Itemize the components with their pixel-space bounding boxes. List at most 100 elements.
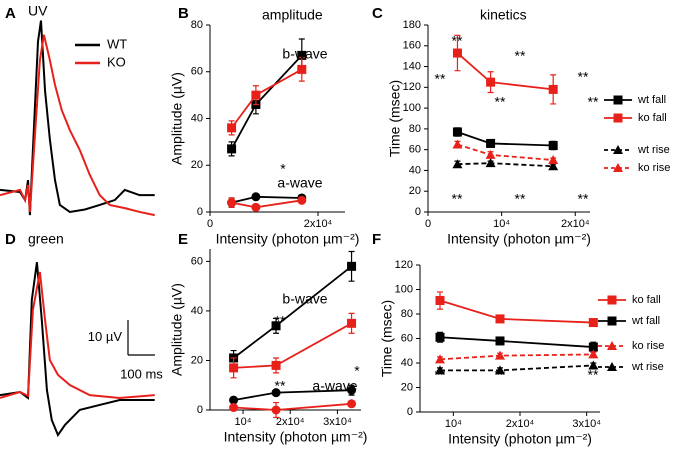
y-tick-label: 100 bbox=[403, 102, 421, 114]
marker bbox=[485, 158, 496, 168]
y-tick-label: 20 bbox=[401, 381, 413, 393]
marker bbox=[229, 395, 239, 405]
series-line bbox=[439, 353, 594, 361]
series-line bbox=[457, 162, 554, 168]
marker bbox=[452, 139, 463, 149]
marker bbox=[588, 342, 598, 352]
legend-label: wt fall bbox=[631, 315, 660, 327]
marker bbox=[588, 318, 598, 328]
y-tick-label: 0 bbox=[197, 404, 203, 416]
legend-label: ko fall bbox=[638, 112, 667, 124]
marker bbox=[452, 127, 462, 137]
legend-label: WT bbox=[107, 36, 127, 51]
y-tick-label: 80 bbox=[409, 123, 421, 135]
x-tick-label: 2x10⁴ bbox=[561, 218, 590, 230]
annotation: * bbox=[354, 363, 360, 379]
x-axis-label: Intensity (photon µm⁻²) bbox=[216, 231, 360, 247]
marker bbox=[271, 321, 281, 331]
marker bbox=[495, 365, 505, 375]
marker bbox=[251, 192, 261, 202]
annotation: ** bbox=[452, 191, 463, 207]
annotation: ** bbox=[588, 94, 599, 110]
marker bbox=[347, 399, 357, 409]
y-tick-label: 60 bbox=[191, 66, 203, 78]
y-tick-label: 0 bbox=[407, 406, 413, 418]
panel-letter: D bbox=[5, 231, 16, 248]
legend-label: KO bbox=[107, 54, 126, 69]
marker bbox=[607, 295, 617, 305]
annotation: ** bbox=[578, 69, 589, 85]
y-tick-label: 60 bbox=[409, 144, 421, 156]
series-line bbox=[440, 364, 594, 372]
marker bbox=[548, 84, 558, 94]
marker bbox=[227, 123, 237, 133]
scale-label: 100 ms bbox=[120, 366, 163, 381]
marker bbox=[607, 341, 617, 350]
marker bbox=[347, 261, 357, 271]
marker bbox=[347, 385, 357, 395]
x-axis-label: Intensity (photon µm⁻²) bbox=[447, 231, 591, 247]
y-tick-label: 40 bbox=[191, 305, 203, 317]
x-tick-label: 2x10⁴ bbox=[276, 416, 305, 428]
y-tick-label: 20 bbox=[409, 185, 421, 197]
y-tick-label: 140 bbox=[403, 60, 421, 72]
y-tick-label: 0 bbox=[415, 206, 421, 218]
legend-label: ko fall bbox=[632, 294, 661, 306]
marker bbox=[548, 161, 559, 171]
marker bbox=[229, 403, 239, 413]
annotation: a-wave bbox=[312, 378, 357, 394]
x-tick-label: 3x10⁴ bbox=[323, 416, 352, 428]
annotation: * bbox=[280, 161, 286, 177]
y-tick-label: 20 bbox=[191, 354, 203, 366]
x-tick-label: 10⁴ bbox=[493, 218, 510, 230]
legend-label: ko rise bbox=[638, 162, 670, 174]
panel-letter: A bbox=[5, 5, 16, 22]
panel-letter: C bbox=[372, 5, 383, 22]
x-tick-label: 10⁴ bbox=[235, 416, 252, 428]
marker bbox=[435, 354, 445, 364]
marker bbox=[452, 48, 462, 58]
y-tick-label: 40 bbox=[401, 357, 413, 369]
y-axis-label: Time (msec) bbox=[387, 80, 403, 157]
series-line bbox=[233, 265, 353, 359]
x-tick-label: 0 bbox=[207, 218, 213, 230]
series-line bbox=[230, 54, 303, 150]
marker bbox=[495, 350, 505, 360]
annotation: ** bbox=[515, 191, 526, 207]
annotation: ** bbox=[495, 94, 506, 110]
panel-letter: B bbox=[178, 5, 189, 22]
marker bbox=[495, 314, 505, 324]
series-line bbox=[456, 52, 554, 91]
marker bbox=[607, 316, 617, 326]
y-tick-label: 100 bbox=[395, 283, 413, 295]
marker bbox=[251, 90, 261, 100]
marker bbox=[271, 405, 281, 415]
marker bbox=[347, 318, 357, 328]
y-axis-label: Time (msec) bbox=[379, 300, 395, 377]
annotation: b-wave bbox=[282, 46, 327, 62]
y-tick-label: 40 bbox=[191, 112, 203, 124]
y-tick-label: 40 bbox=[409, 164, 421, 176]
marker bbox=[227, 144, 237, 154]
series-line bbox=[231, 199, 302, 209]
panel-title: UV bbox=[28, 3, 48, 19]
annotation: ** bbox=[578, 191, 589, 207]
series-line bbox=[457, 143, 554, 161]
x-tick-label: 3x10⁴ bbox=[572, 418, 601, 430]
marker bbox=[297, 195, 307, 205]
marker bbox=[297, 50, 307, 60]
marker bbox=[251, 202, 261, 212]
y-axis-label: Amplitude (µV) bbox=[169, 72, 185, 165]
marker bbox=[452, 159, 463, 169]
annotation: ** bbox=[275, 378, 286, 394]
marker bbox=[297, 64, 307, 74]
x-tick-label: 2x10⁴ bbox=[304, 218, 333, 230]
marker bbox=[486, 77, 496, 87]
legend-label: wt fall bbox=[637, 94, 666, 106]
series-line bbox=[439, 299, 594, 324]
y-tick-label: 180 bbox=[403, 19, 421, 31]
panel-letter: E bbox=[178, 231, 188, 248]
trace bbox=[0, 262, 155, 438]
marker bbox=[495, 336, 505, 346]
series-line bbox=[457, 131, 554, 147]
